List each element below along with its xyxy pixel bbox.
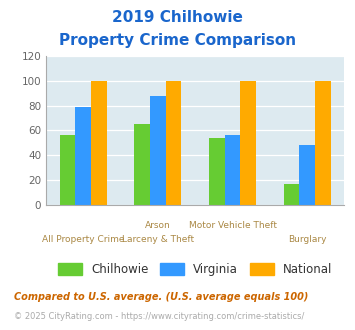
Bar: [91, 81, 107, 205]
Text: Compared to U.S. average. (U.S. average equals 100): Compared to U.S. average. (U.S. average …: [14, 292, 308, 302]
Text: 2019 Chilhowie: 2019 Chilhowie: [112, 10, 243, 25]
Text: Larceny & Theft: Larceny & Theft: [122, 235, 194, 244]
Legend: Chilhowie, Virginia, National: Chilhowie, Virginia, National: [53, 258, 337, 280]
Bar: [60, 135, 75, 205]
Bar: [284, 183, 299, 205]
Bar: [315, 81, 331, 205]
Bar: [299, 145, 315, 205]
Text: Burglary: Burglary: [288, 235, 327, 244]
Text: Property Crime Comparison: Property Crime Comparison: [59, 33, 296, 48]
Text: Arson: Arson: [145, 221, 171, 230]
Bar: [240, 81, 256, 205]
Bar: [209, 138, 225, 205]
Bar: [166, 81, 181, 205]
Bar: [225, 135, 240, 205]
Text: Motor Vehicle Theft: Motor Vehicle Theft: [189, 221, 277, 230]
Text: © 2025 CityRating.com - https://www.cityrating.com/crime-statistics/: © 2025 CityRating.com - https://www.city…: [14, 312, 305, 321]
Bar: [150, 96, 166, 205]
Bar: [75, 107, 91, 205]
Bar: [135, 124, 150, 205]
Text: All Property Crime: All Property Crime: [42, 235, 125, 244]
